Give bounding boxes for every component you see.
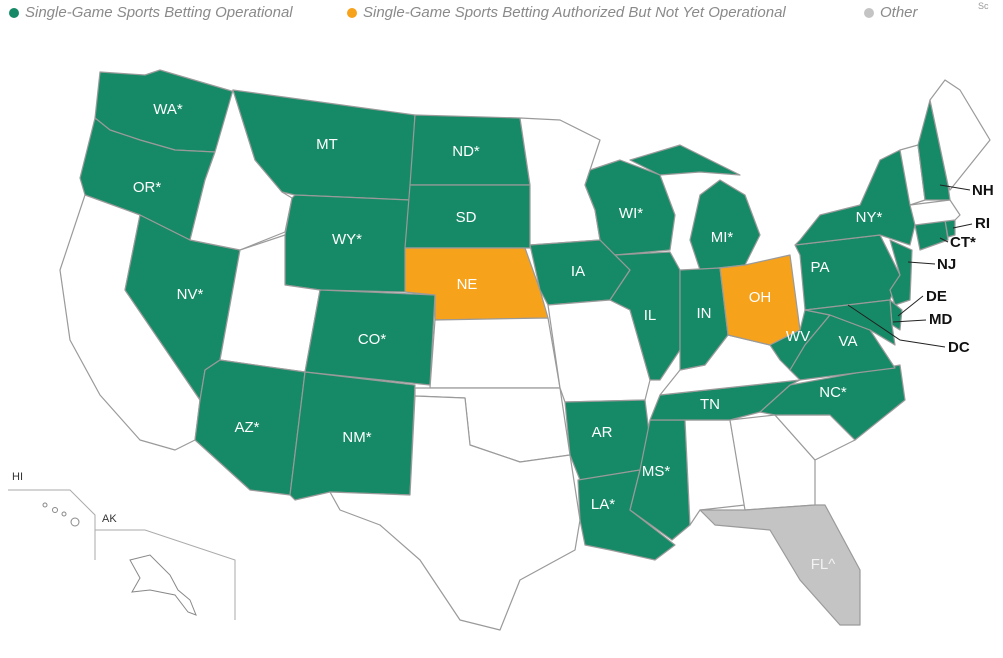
alaska xyxy=(129,554,197,616)
state-label: DE xyxy=(926,288,947,305)
state-label: NE xyxy=(457,276,478,293)
shape xyxy=(847,304,946,348)
leader-line xyxy=(939,184,971,191)
state xyxy=(689,179,761,271)
state-label: OH xyxy=(749,289,772,306)
state xyxy=(804,299,896,346)
state-label: NC* xyxy=(819,384,847,401)
legend-dot xyxy=(9,8,19,18)
inset-label: AK xyxy=(102,513,117,525)
state-label: WY* xyxy=(332,231,362,248)
state-label: MS* xyxy=(642,463,671,480)
shape xyxy=(70,517,80,527)
state xyxy=(609,251,681,381)
state xyxy=(404,184,531,249)
legend-label: Single-Game Sports Betting Operational xyxy=(25,4,293,21)
state-labels: WA* OR* NV* AZ* MT WY* CO* NM* ND* SD NE… xyxy=(133,101,994,573)
state xyxy=(794,149,916,246)
state-label: TN xyxy=(700,396,720,413)
inset-label: HI xyxy=(12,471,23,483)
state-label: LA* xyxy=(591,496,615,513)
shape xyxy=(52,507,58,513)
legend-label: Other xyxy=(880,4,919,21)
leader-line xyxy=(907,261,936,265)
state-label: IL xyxy=(644,307,657,324)
state-label: WV xyxy=(786,328,810,345)
state-label: IA xyxy=(571,263,585,280)
insets: HI AK xyxy=(8,471,236,620)
inset-border xyxy=(95,529,236,620)
state-label: PA xyxy=(811,259,830,276)
legend-dot xyxy=(347,8,357,18)
legend-dot xyxy=(864,8,874,18)
legend: Single-Game Sports Betting Operational S… xyxy=(9,1,989,21)
state-label: DC xyxy=(948,339,970,356)
state-label: FL^ xyxy=(811,556,836,573)
state-label: WA* xyxy=(153,101,183,118)
shape xyxy=(61,511,67,517)
leader-line xyxy=(897,295,924,317)
state-label: CT* xyxy=(950,234,976,251)
state xyxy=(629,144,741,176)
state xyxy=(917,99,951,201)
state-label: NY* xyxy=(856,209,883,226)
shape xyxy=(42,502,48,508)
state-label: NJ xyxy=(937,256,956,273)
state-label: CO* xyxy=(358,331,387,348)
state-label: OR* xyxy=(133,179,162,196)
state-label: AR xyxy=(592,424,613,441)
state-label: SD xyxy=(456,209,477,226)
leader-line xyxy=(939,237,949,243)
note: Sc xyxy=(978,1,989,11)
hawaii xyxy=(42,502,80,527)
state-label: VA xyxy=(839,333,858,350)
state-label: NH xyxy=(972,182,994,199)
state xyxy=(909,199,961,226)
state xyxy=(584,159,676,256)
state-label: AZ* xyxy=(234,419,259,436)
state-label: ND* xyxy=(452,143,480,160)
state-label: MD xyxy=(929,311,952,328)
state-label: WI* xyxy=(619,205,643,222)
state-label: IN xyxy=(697,305,712,322)
state xyxy=(759,364,906,441)
leader-line xyxy=(892,319,927,323)
inset-border xyxy=(8,489,96,560)
state xyxy=(929,79,991,191)
state-label: MI* xyxy=(711,229,734,246)
state-label: NV* xyxy=(177,286,204,303)
state xyxy=(429,317,561,389)
state xyxy=(729,414,816,511)
state xyxy=(699,504,861,626)
leaders xyxy=(847,184,973,348)
states xyxy=(59,69,991,631)
legend-label: Single-Game Sports Betting Authorized Bu… xyxy=(363,4,786,21)
leader-line xyxy=(952,223,973,229)
state-label: RI xyxy=(975,215,990,232)
state xyxy=(329,395,581,631)
state-label: MT xyxy=(316,136,338,153)
state-label: NM* xyxy=(342,429,371,446)
